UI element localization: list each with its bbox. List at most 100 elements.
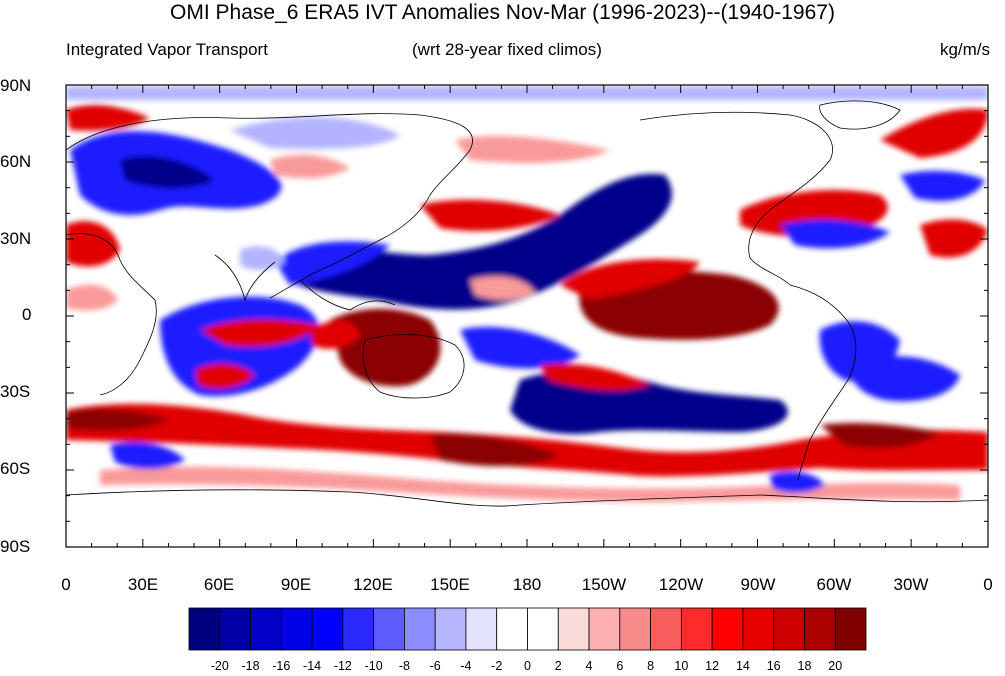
arctic-red-east	[880, 108, 988, 158]
lon-label-30w: 30W	[893, 575, 929, 594]
atlantic-negative	[780, 219, 890, 249]
lat-label-90n: 90N	[0, 76, 32, 95]
tropical-weak-positive-2	[470, 276, 535, 300]
lat-label-30n: 30N	[0, 229, 32, 248]
colorbar-tick-label: -8	[398, 659, 410, 673]
colorbar-box	[280, 607, 313, 651]
colorbar-box	[496, 607, 528, 651]
tropical-weak-positive-1	[66, 284, 118, 311]
colorbar-tick-label: 2	[554, 659, 562, 673]
colorbar-tick-label: 0	[524, 659, 531, 673]
north-america-coastline	[639, 111, 833, 286]
colorbar-tick-label: 18	[797, 659, 812, 673]
colorbar-box	[742, 607, 775, 651]
lon-label-180: 180	[512, 575, 542, 594]
africa-coastline	[66, 233, 157, 396]
colorbar-box	[773, 607, 805, 651]
indian-ocean-positive	[200, 319, 320, 347]
plot-title: OMI Phase_6 ERA5 IVT Anomalies Nov-Mar (…	[170, 1, 835, 24]
lon-label-60w: 60W	[816, 575, 852, 594]
west-pacific-negative-halo	[275, 241, 390, 285]
colorbar-tick-label: 6	[616, 659, 624, 673]
colorbar-box	[588, 607, 621, 651]
west-pacific-strong-negative	[285, 174, 672, 310]
colorbar-tick-label: 20	[828, 659, 843, 673]
colorbar-tick-label: 14	[735, 659, 750, 673]
colorbar-box	[804, 607, 836, 651]
india-coastline	[214, 254, 276, 302]
axis-ticks	[65, 84, 989, 548]
colorbar-box	[311, 607, 344, 651]
colorbar-box	[465, 607, 498, 651]
colorbar-box	[250, 607, 282, 651]
africa-red	[66, 221, 120, 267]
eurasia-positive-1	[270, 154, 350, 179]
south-pacific-negative-halo	[460, 326, 580, 369]
colorbar-box	[527, 607, 559, 651]
colorbar-tick-label: 16	[766, 659, 781, 673]
greenland-coastline	[819, 100, 901, 130]
colorbar-tick-label: 8	[647, 659, 655, 673]
lat-label-60s: 60S	[0, 459, 31, 478]
colorbar-tick-label: -10	[364, 659, 383, 673]
southern-ocean-strong-positive-2	[430, 433, 560, 467]
south-atlantic-negative	[849, 356, 960, 402]
southern-ocean-strong-positive	[66, 408, 170, 431]
colorbar-tick-label: -20	[210, 659, 229, 673]
colorbar-box	[404, 607, 436, 651]
colorbar-box	[188, 607, 221, 651]
east-pacific-red-halo	[560, 259, 700, 300]
colorbar-box	[219, 607, 251, 651]
lon-label-90e: 90E	[280, 575, 312, 594]
atlantic-negative-2	[900, 170, 985, 201]
colorbar-tick-label: -18	[241, 659, 260, 673]
colorbar-box	[557, 607, 590, 651]
lon-label-30e: 30E	[127, 575, 159, 594]
colorbar-tick-label: 4	[585, 659, 593, 673]
colorbar-box	[834, 607, 867, 651]
australia-coastline	[362, 334, 465, 399]
drake-negative	[770, 471, 825, 493]
lon-label-150w: 150W	[581, 575, 627, 594]
colorbar	[188, 607, 867, 651]
lon-label-150e: 150E	[430, 575, 470, 594]
colorbar-tick-label: -12	[333, 659, 352, 673]
colorbar-tick-label: -14	[303, 659, 322, 673]
eurasia-strong-negative	[120, 156, 215, 189]
lat-label-60n: 60N	[0, 152, 32, 171]
colorbar-box	[434, 607, 467, 651]
atlantic-red-east	[920, 219, 988, 258]
colorbar-tick-label: -4	[460, 659, 472, 673]
colorbar-box	[650, 607, 682, 651]
maritime-red-halo	[310, 320, 360, 349]
southern-ocean-positive-band	[66, 403, 988, 477]
lon-label-120w: 120W	[658, 575, 704, 594]
maritime-continent-strong-positive	[330, 308, 441, 387]
colorbar-box	[619, 607, 651, 651]
colorbar-box	[711, 607, 744, 651]
colorbar-box	[342, 607, 375, 651]
southern-ocean-weak-positive	[100, 466, 960, 502]
south-pacific-red-streak	[540, 363, 650, 391]
lon-label-60e: 60E	[203, 575, 235, 594]
lon-label-0: 0	[61, 575, 71, 594]
north-pacific-red-2	[455, 135, 610, 163]
colorbar-tick-label: -2	[491, 659, 503, 673]
lat-label-90s: 90S	[0, 537, 31, 556]
colorbar-tick-label: 12	[705, 659, 720, 673]
colorbar-box	[680, 607, 713, 651]
eurasia-coastline	[66, 113, 473, 299]
southeast-asia-coastline	[299, 279, 396, 311]
colorbar-box	[373, 607, 405, 651]
lon-label-0-east: 0	[983, 575, 993, 594]
south-america-coastline	[789, 284, 857, 481]
southern-ocean-strong-positive-3	[820, 422, 940, 449]
north-pacific-red	[420, 199, 560, 232]
colorbar-tick-label: -6	[429, 659, 441, 673]
climatology-note: (wrt 28-year fixed climos)	[412, 40, 602, 59]
colorbar-tick-label: -16	[272, 659, 291, 673]
lat-label-30s: 30S	[0, 382, 31, 401]
south-indian-negative	[110, 442, 185, 470]
colorbar-tick-label: 10	[674, 659, 689, 673]
